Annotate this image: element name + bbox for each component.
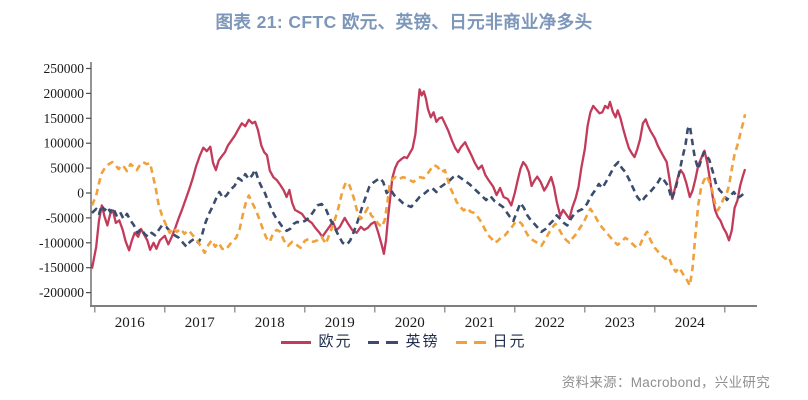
x-tick-label: 2020 — [395, 315, 425, 331]
legend-label-pound: 英镑 — [405, 334, 440, 350]
source-note: 资料来源：Macrobond，兴业研究 — [561, 375, 770, 390]
pound-line-swatch — [368, 341, 399, 344]
series-line-pound — [91, 124, 746, 249]
x-tick-label: 2024 — [675, 315, 706, 331]
series-line-euro — [90, 88, 747, 269]
y-tick-label: 0 — [77, 186, 84, 201]
series-line-yen — [90, 114, 747, 287]
euro-line-swatch — [281, 341, 312, 344]
y-tick-label: -50000 — [46, 210, 84, 225]
x-tick-label: 2018 — [255, 315, 285, 331]
y-tick-label: 100000 — [44, 136, 85, 151]
legend-item-yen: 日元 — [455, 334, 527, 350]
x-tick-label: 2022 — [535, 315, 565, 331]
legend-label-euro: 欧元 — [318, 334, 353, 350]
y-tick-label: 50000 — [50, 161, 84, 176]
legend-label-yen: 日元 — [492, 334, 527, 350]
y-tick-label: -100000 — [39, 235, 84, 250]
y-tick-label: 150000 — [44, 111, 85, 126]
x-tick-label: 2016 — [115, 315, 146, 331]
x-tick-label: 2021 — [465, 315, 495, 331]
x-tick-label: 2019 — [325, 315, 355, 331]
y-tick-label: -200000 — [39, 285, 84, 300]
legend-item-pound: 英镑 — [368, 335, 439, 350]
y-tick-label: 200000 — [44, 86, 85, 101]
x-tick-label: 2023 — [605, 315, 635, 331]
x-tick-label: 2017 — [185, 315, 216, 331]
y-tick-label: 250000 — [44, 61, 85, 76]
chart-title: 图表 21: CFTC 欧元、英镑、日元非商业净多头 — [215, 12, 593, 32]
yen-line-swatch — [455, 341, 486, 344]
legend-item-euro: 欧元 — [281, 335, 352, 350]
y-tick-label: -150000 — [39, 260, 84, 275]
legend: 欧元 英镑 日元 — [0, 335, 808, 350]
